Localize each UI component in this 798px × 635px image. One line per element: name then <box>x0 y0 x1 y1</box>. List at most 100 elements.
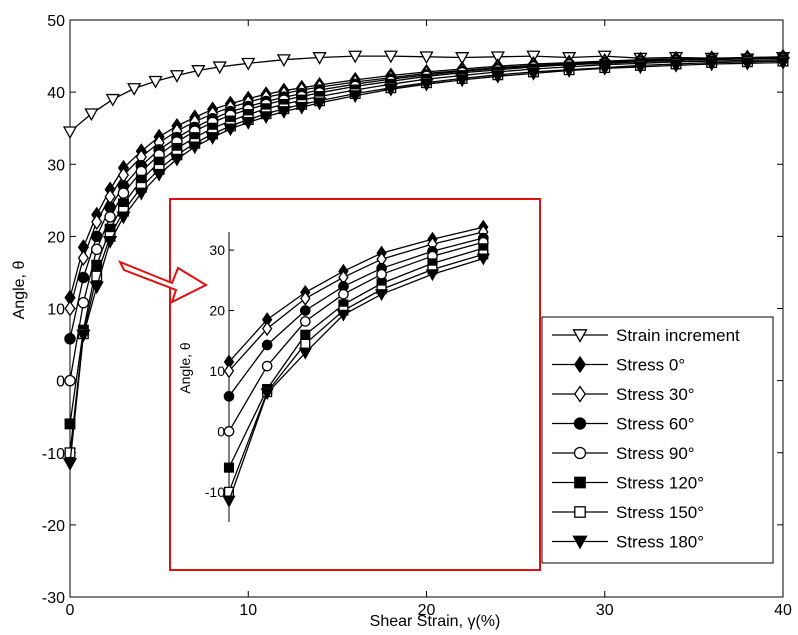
data-point <box>740 57 755 71</box>
legend-item-stress-30: Stress 30° <box>552 385 695 404</box>
inset-data-point <box>261 339 273 351</box>
data-point <box>526 67 541 81</box>
inset-y-tick-label: 20 <box>209 303 225 319</box>
data-point <box>116 211 131 225</box>
callout-arrow-shape <box>117 260 209 304</box>
data-point <box>455 52 470 65</box>
data-point <box>348 50 363 64</box>
data-point <box>633 61 648 75</box>
x-tick-label: 30 <box>596 602 614 619</box>
data-point <box>169 153 185 167</box>
legend: Strain increment Stress 0° Stress 30° Stres… <box>541 316 774 564</box>
data-point <box>103 235 118 249</box>
y-tick-label: 50 <box>47 13 65 30</box>
inset-data-point <box>261 321 273 337</box>
legend-marker <box>572 535 588 550</box>
data-point <box>127 83 142 96</box>
data-point <box>312 52 327 65</box>
y-tick-label: 10 <box>47 302 65 319</box>
data-point <box>490 70 505 84</box>
inset-y-tick-label: 10 <box>209 363 225 379</box>
data-point <box>276 54 292 68</box>
inset-data-point <box>223 391 235 402</box>
inset-y-tick-label: -10 <box>205 484 225 500</box>
data-point <box>91 213 103 230</box>
inset-y-tick-label: 0 <box>217 423 225 439</box>
x-tick-label: 0 <box>66 602 75 619</box>
x-axis-label: Shear Strain, γ(%) <box>370 613 501 630</box>
data-point <box>148 75 163 89</box>
legend-label: Stress 150° <box>616 503 704 522</box>
data-point <box>117 187 130 199</box>
data-point <box>241 57 256 71</box>
data-point <box>276 106 292 119</box>
series-stress-180 <box>62 57 791 471</box>
legend-item-stress-180: Stress 180° <box>552 533 704 552</box>
inset-data-point <box>476 253 490 266</box>
data-point <box>241 116 256 130</box>
x-tick-label: 40 <box>774 602 792 619</box>
data-point <box>312 97 327 111</box>
data-point <box>294 101 309 115</box>
y-axis-label: Angle, θ <box>11 261 28 320</box>
data-point <box>64 374 76 387</box>
data-point <box>104 211 116 223</box>
legend-box <box>541 316 774 564</box>
legend-label: Strain increment <box>616 326 740 345</box>
inset-data-point <box>376 268 387 280</box>
data-point <box>64 300 76 317</box>
inset-data-point <box>261 360 273 372</box>
main-axes: 0 10 20 30 40 -30 -20 -10 0 10 20 30 40 50 <box>42 13 792 619</box>
legend-marker <box>574 385 586 403</box>
data-point <box>152 168 167 182</box>
callout-arrow <box>117 260 209 304</box>
legend-marker <box>573 417 587 430</box>
legend-item-stress-60: Stress 60° <box>552 415 695 434</box>
data-point <box>419 51 434 65</box>
data-point <box>91 270 103 282</box>
inset-data-point <box>300 290 311 306</box>
legend-item-stress-90: Stress 90° <box>552 444 695 463</box>
x-tick-label: 10 <box>239 602 257 619</box>
data-point <box>212 61 227 75</box>
data-point <box>84 108 99 122</box>
legend-label: Stress 0° <box>616 356 685 375</box>
inset-frame <box>169 198 541 571</box>
y-tick-label: -30 <box>42 590 65 607</box>
data-point <box>455 74 470 88</box>
data-point <box>91 259 103 271</box>
legend-marker <box>574 506 586 518</box>
data-point <box>187 141 202 155</box>
y-tick-label: 0 <box>56 374 65 391</box>
inset-data-point <box>336 309 351 322</box>
data-point <box>561 65 577 78</box>
data-point <box>77 296 90 309</box>
data-point <box>134 187 149 201</box>
legend-label: Stress 90° <box>616 444 695 463</box>
data-point <box>383 50 398 64</box>
legend-item-strain-increment: Strain increment <box>552 326 740 345</box>
legend-marker <box>574 476 586 489</box>
data-point <box>64 333 76 345</box>
y-tick-label: 30 <box>47 157 65 174</box>
inset-data-point <box>299 305 311 316</box>
x-tick-label: 20 <box>418 602 436 619</box>
data-point <box>258 111 274 124</box>
data-point <box>77 249 89 267</box>
inset-data-point <box>425 269 440 282</box>
legend-label: Stress 30° <box>616 385 695 404</box>
inset-data-point <box>299 316 311 327</box>
data-point <box>90 243 103 256</box>
legend-label: Stress 60° <box>616 415 695 434</box>
legend-marker <box>572 329 588 343</box>
inset-data-point <box>300 329 311 340</box>
inset-data-point <box>300 338 311 349</box>
data-point <box>89 281 104 295</box>
inset-data-point <box>222 495 236 508</box>
data-point <box>62 126 78 140</box>
data-point <box>77 271 90 284</box>
inset-data-point <box>223 462 235 473</box>
inset-data-point <box>374 289 389 302</box>
data-point <box>169 70 185 83</box>
legend-label: Stress 120° <box>616 474 704 493</box>
